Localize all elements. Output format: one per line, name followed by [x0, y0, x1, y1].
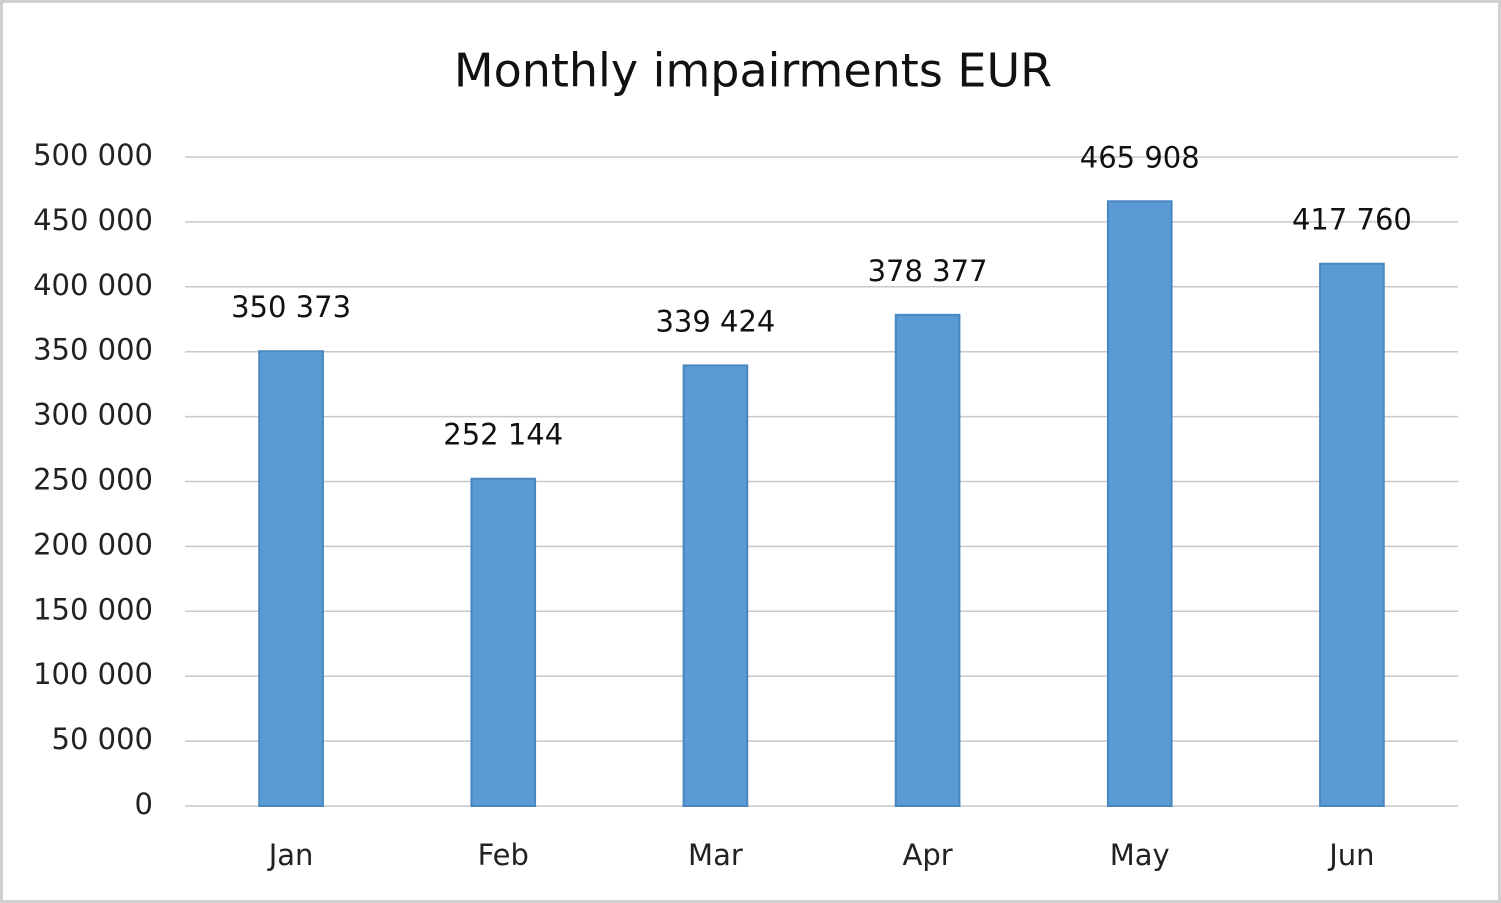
x-tick-label: Jan [267, 838, 314, 872]
y-tick-label: 350 000 [33, 333, 153, 367]
data-label: 339 424 [655, 304, 775, 338]
chart-title: Monthly impairments EUR [454, 44, 1052, 98]
data-label: 252 144 [443, 418, 563, 452]
y-tick-label: 500 000 [33, 138, 153, 172]
y-tick-label: 100 000 [33, 657, 153, 691]
y-tick-label: 0 [135, 787, 153, 821]
x-tick-label: Jun [1327, 838, 1374, 872]
bar [682, 364, 749, 807]
y-tick-label: 450 000 [33, 203, 153, 237]
x-tick-label: Feb [478, 838, 529, 872]
y-tick-label: 50 000 [52, 722, 153, 756]
y-tick-label: 150 000 [33, 592, 153, 626]
bar [1319, 262, 1385, 808]
x-tick-label: Apr [902, 838, 952, 872]
bar [470, 477, 537, 807]
x-tick-label: Mar [688, 838, 743, 872]
x-tick-label: May [1110, 838, 1170, 872]
data-label: 465 908 [1080, 140, 1200, 174]
bar [894, 313, 961, 807]
data-label: 417 760 [1292, 203, 1412, 237]
bar [258, 350, 324, 807]
y-tick-label: 200 000 [33, 527, 153, 561]
y-tick-label: 400 000 [33, 268, 153, 302]
y-tick-label: 250 000 [33, 463, 153, 497]
bar [1106, 200, 1173, 808]
y-tick-label: 300 000 [33, 398, 153, 432]
data-label: 350 373 [231, 290, 351, 324]
data-label: 378 377 [868, 254, 988, 288]
